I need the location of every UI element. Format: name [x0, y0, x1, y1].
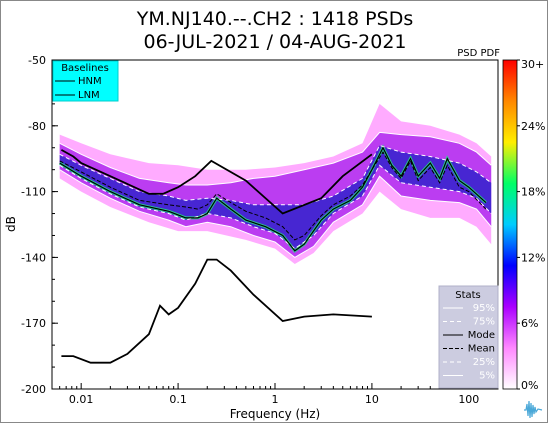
x-tick-label: 1	[272, 393, 279, 406]
mode-line	[59, 146, 487, 252]
x-tick-label: 10	[365, 393, 379, 406]
statistic-lines	[59, 131, 492, 364]
p95-line	[59, 131, 492, 186]
stats-legend-label: 75%	[473, 317, 495, 328]
x-tick-label: 0.1	[169, 393, 187, 406]
pdf-band-core	[59, 145, 492, 249]
stats-legend: Stats 95% 75% Mode Mean 25% 5%	[438, 285, 499, 389]
stats-legend-label: Mode	[468, 330, 495, 341]
y-tick-label: -80	[28, 120, 46, 133]
colorbar-ticks: 30+ 24% 18% 12% 6% 0%	[517, 58, 545, 392]
baselines-legend-title: Baselines	[61, 63, 109, 74]
lnm-line	[61, 258, 372, 364]
p75-line	[59, 144, 492, 206]
x-tick-label: 0.01	[69, 393, 94, 406]
colorbar-title: PSD PDF	[457, 48, 500, 59]
y-tick-label: -140	[21, 251, 46, 264]
stats-legend-label: 95%	[473, 303, 495, 314]
colorbar-tick-label: 6%	[521, 317, 538, 330]
stats-legend-label: 5%	[479, 371, 495, 382]
colorbar-tick-label: 0%	[521, 379, 538, 392]
colorbar-tick-label: 24%	[521, 120, 545, 133]
hnm-line	[60, 149, 373, 215]
stats-legend-background	[438, 285, 499, 389]
p25-line	[59, 164, 492, 250]
mean-line	[59, 151, 487, 241]
y-tick-label: -110	[21, 186, 46, 199]
colorbar-tick-label: 12%	[521, 251, 545, 264]
x-tick-label: 100	[458, 393, 479, 406]
chart-subtitle: 06-JUL-2021 / 04-AUG-2021	[144, 31, 407, 53]
stats-legend-label: 25%	[473, 357, 495, 368]
x-axis: 0.01 0.1 1 10 100	[51, 383, 499, 406]
lnm-legend-label: LNM	[78, 90, 100, 101]
colorbar-tick-label: 18%	[521, 186, 545, 199]
x-axis-label: Frequency (Hz)	[230, 407, 321, 421]
colorbar-tick-label: 30+	[521, 58, 544, 71]
y-tick-label: -170	[21, 317, 46, 330]
y-axis-label: dB	[4, 216, 18, 232]
stats-legend-label: Mean	[468, 344, 495, 355]
y-tick-label: -200	[21, 383, 46, 396]
colorbar	[502, 59, 518, 390]
chart-title: YM.NJ140.--.CH2 : 1418 PSDs	[136, 8, 413, 30]
hnm-legend-label: HNM	[78, 76, 102, 87]
p5-line	[59, 169, 492, 259]
y-tick-label: -50	[28, 54, 46, 67]
stats-legend-title: Stats	[455, 290, 481, 301]
y-axis: -50 -80 -110 -140 -170 -200	[21, 54, 58, 396]
seismograph-logo-icon	[523, 400, 543, 420]
baselines-legend: Baselines HNM LNM	[52, 60, 119, 102]
